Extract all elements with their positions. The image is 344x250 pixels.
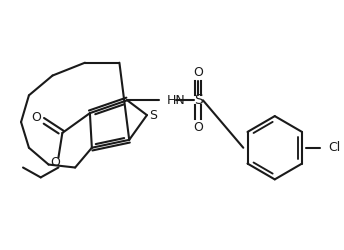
Text: S: S	[194, 93, 202, 107]
Text: O: O	[193, 122, 203, 134]
Text: Cl: Cl	[328, 141, 340, 154]
Text: HN: HN	[166, 94, 185, 107]
Text: O: O	[193, 66, 203, 79]
Text: O: O	[31, 110, 41, 124]
Text: O: O	[51, 156, 61, 169]
Text: S: S	[149, 108, 157, 122]
